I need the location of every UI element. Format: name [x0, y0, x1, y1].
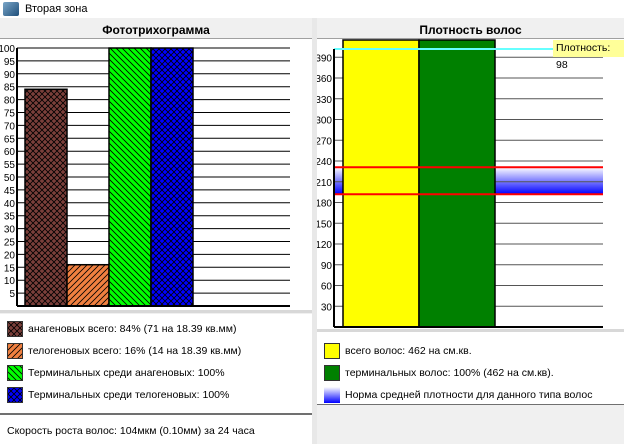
legend-swatch — [7, 365, 23, 381]
density-panel: Плотность волос 30 60 90 120 150 180 210 240 270… — [317, 22, 624, 329]
legend-swatch — [7, 343, 23, 359]
y-tick-label: 30 — [321, 302, 333, 313]
y-tick-label: 55 — [4, 160, 16, 171]
y-tick-label: 240 — [317, 157, 332, 168]
legend-label: всего волос: 462 на см.кв. — [345, 345, 472, 357]
legend-item: Терминальных среди телогеновых: 100% — [0, 384, 312, 406]
legend-label: Терминальных среди анагеновых: 100% — [28, 367, 225, 379]
y-tick-label: 120 — [317, 240, 332, 251]
y-tick-label: 60 — [321, 282, 333, 293]
legend-label: Норма средней плотности для данного типа… — [345, 389, 593, 401]
y-tick-label: 90 — [4, 70, 16, 81]
legend-item: Норма средней плотности для данного типа… — [317, 384, 624, 406]
y-tick-label: 80 — [4, 96, 16, 107]
phototrichogram-legend: анагеновых всего: 84% (71 на 18.39 кв.мм… — [0, 314, 312, 413]
y-tick-label: 30 — [4, 225, 16, 236]
y-tick-label: 100 — [0, 44, 15, 55]
y-tick-label: 50 — [4, 173, 16, 184]
legend-item: анагеновых всего: 84% (71 на 18.39 кв.мм… — [0, 318, 312, 340]
legend-swatch — [324, 387, 340, 403]
y-tick-label: 65 — [4, 134, 16, 145]
bar — [342, 39, 420, 328]
y-tick-label: 300 — [317, 116, 332, 127]
window-titlebar: Вторая зона — [0, 0, 624, 18]
y-tick-label: 210 — [317, 178, 332, 189]
legend-label: анагеновых всего: 84% (71 на 18.39 кв.мм… — [28, 323, 237, 335]
y-tick-label: 85 — [4, 83, 16, 94]
y-tick-label: 5 — [9, 289, 15, 300]
bar-pattern — [25, 89, 67, 306]
y-tick-label: 270 — [317, 136, 332, 147]
y-tick-label: 70 — [4, 121, 16, 132]
legend-item: терминальных волос: 100% (462 на см.кв). — [317, 362, 624, 384]
growth-speed-footer: Скорость роста волос: 104мкм (0.10мм) за… — [0, 415, 312, 444]
density-legend: всего волос: 462 на см.кв. терминальных … — [317, 332, 624, 404]
y-tick-label: 40 — [4, 199, 16, 210]
bar-pattern — [67, 264, 109, 306]
bar — [418, 39, 496, 328]
phototrichogram-title: Фототрихограмма — [0, 22, 312, 39]
y-tick-label: 45 — [4, 186, 16, 197]
growth-speed-text: Скорость роста волос: 104мкм (0.10мм) за… — [7, 425, 255, 437]
y-tick-label: 90 — [321, 261, 333, 272]
legend-item: всего волос: 462 на см.кв. — [317, 340, 624, 362]
y-tick-label: 95 — [4, 57, 16, 68]
window-title: Вторая зона — [25, 3, 88, 15]
bar-pattern — [109, 48, 151, 306]
y-tick-label: 150 — [317, 219, 332, 230]
y-tick-label: 15 — [4, 263, 16, 274]
y-tick-label: 25 — [4, 238, 16, 249]
legend-swatch — [7, 387, 23, 403]
y-tick-label: 180 — [317, 199, 332, 210]
density-tooltip: Плотность: 98 — [553, 40, 624, 71]
legend-swatch — [324, 343, 340, 359]
y-tick-label: 330 — [317, 95, 332, 106]
y-tick-label: 360 — [317, 74, 332, 85]
legend-label: телогеновых всего: 16% (14 на 18.39 кв.м… — [28, 345, 242, 357]
legend-label: Терминальных среди телогеновых: 100% — [28, 389, 230, 401]
legend-item: телогеновых всего: 16% (14 на 18.39 кв.м… — [0, 340, 312, 362]
bar-pattern — [151, 48, 193, 306]
y-tick-label: 390 — [317, 53, 332, 64]
y-tick-label: 20 — [4, 250, 16, 261]
y-tick-label: 35 — [4, 212, 16, 223]
app-icon — [3, 2, 19, 16]
y-tick-label: 75 — [4, 109, 16, 120]
legend-swatch — [7, 321, 23, 337]
legend-item: Терминальных среди анагеновых: 100% — [0, 362, 312, 384]
y-tick-label: 60 — [4, 147, 16, 158]
legend-label: терминальных волос: 100% (462 на см.кв). — [345, 367, 554, 379]
phototrichogram-panel: Фототрихограмма 5 10 15 20 25 30 35 40 45 50 55 60 6… — [0, 22, 312, 310]
density-title: Плотность волос — [317, 22, 624, 39]
density-chart: 30 60 90 120 150 180 210 240 270 300 330 360 390 — [317, 39, 603, 328]
y-tick-label: 10 — [4, 276, 16, 287]
legend-swatch — [324, 365, 340, 381]
